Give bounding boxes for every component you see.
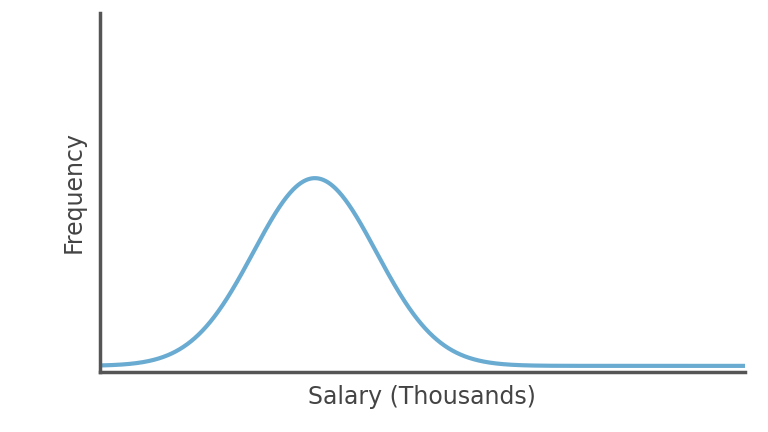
Y-axis label: Frequency: Frequency <box>62 131 86 253</box>
X-axis label: Salary (Thousands): Salary (Thousands) <box>309 385 536 410</box>
